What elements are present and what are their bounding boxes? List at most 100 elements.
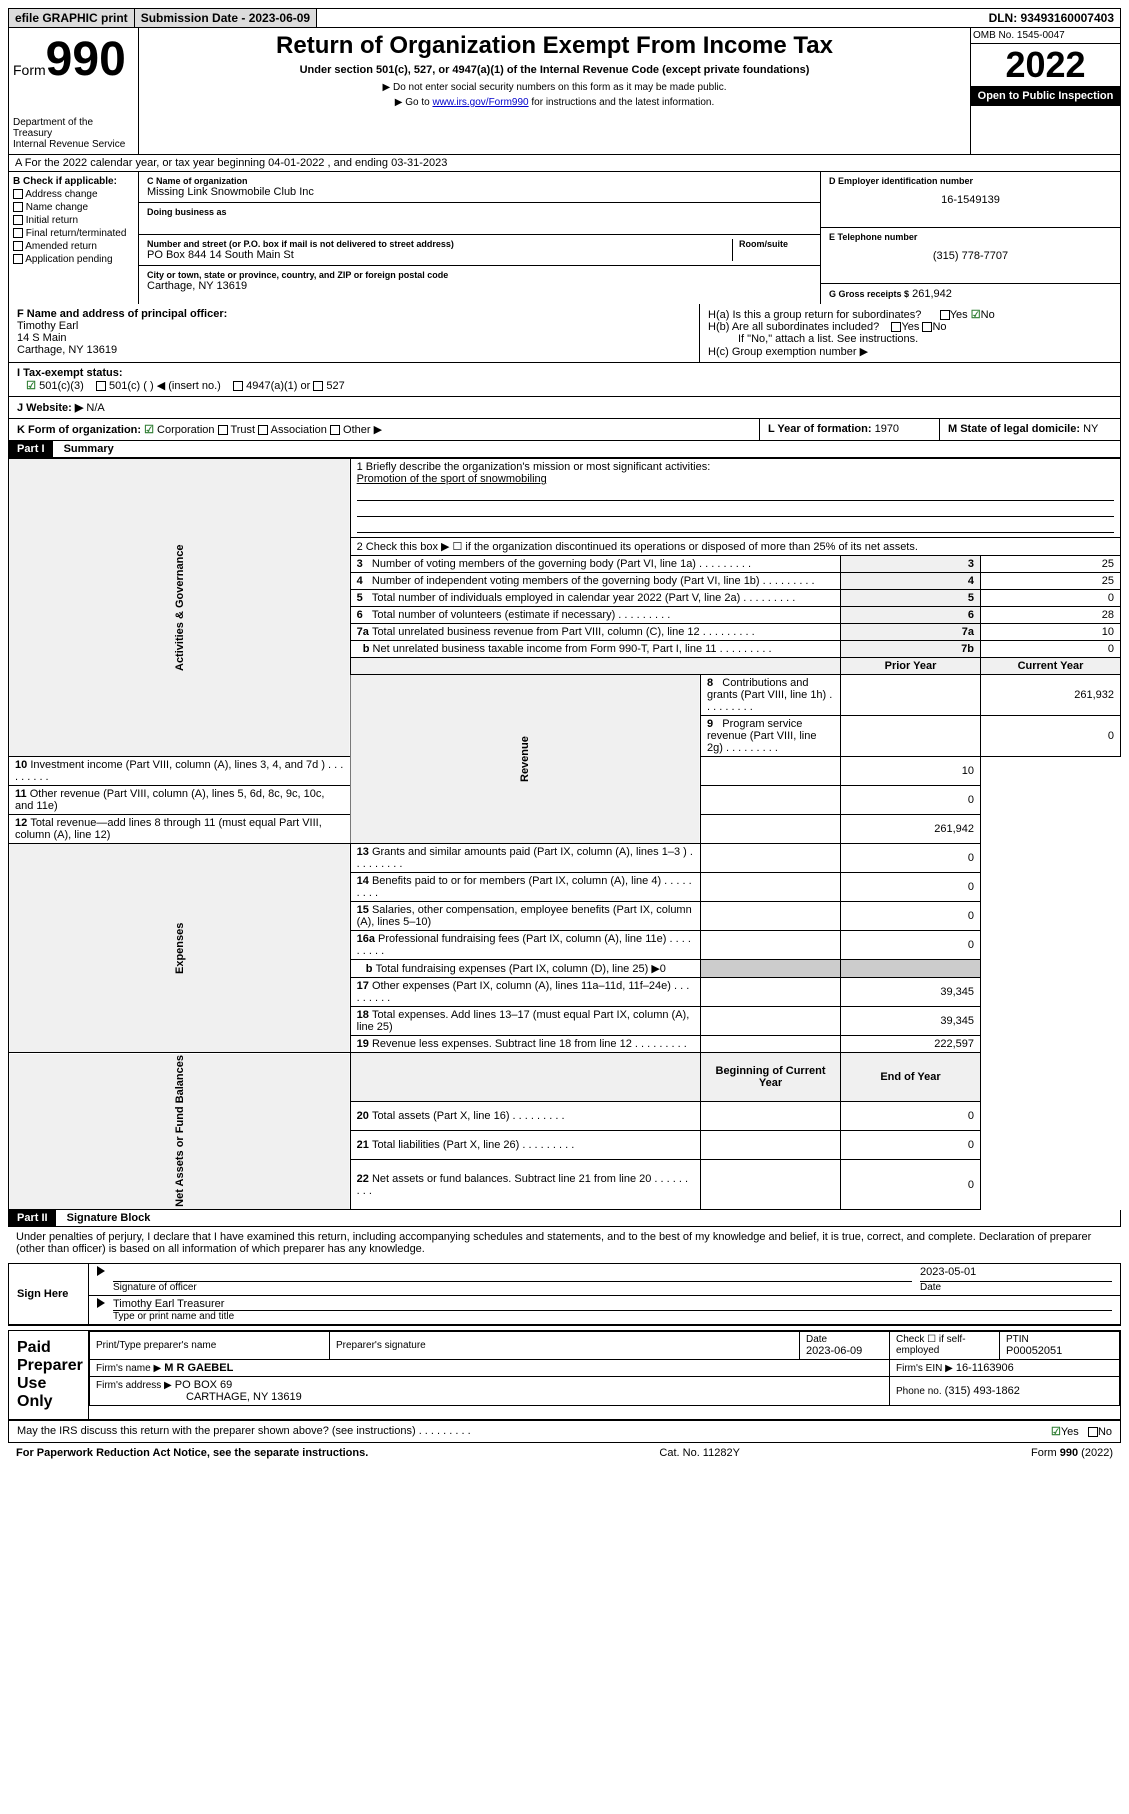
opt-527-check[interactable] bbox=[313, 381, 323, 391]
opt-501c: 501(c) ( ) ◀ (insert no.) bbox=[109, 380, 221, 392]
firm-addr1: PO BOX 69 bbox=[175, 1379, 232, 1391]
line8-current: 261,932 bbox=[981, 675, 1121, 716]
address: PO Box 844 14 South Main St bbox=[147, 249, 732, 261]
self-employed-check[interactable]: Check ☐ if self-employed bbox=[890, 1331, 1000, 1359]
dept-treasury: Department of the Treasury bbox=[13, 117, 134, 139]
note-goto-post: for instructions and the latest informat… bbox=[529, 97, 715, 108]
line15-current: 0 bbox=[841, 902, 981, 931]
tab-net-assets: Net Assets or Fund Balances bbox=[9, 1053, 351, 1210]
line3-text: Number of voting members of the governin… bbox=[372, 558, 751, 570]
part2-header: Part II bbox=[9, 1210, 56, 1226]
telephone: (315) 778-7707 bbox=[829, 250, 1112, 262]
sign-here-label: Sign Here bbox=[9, 1264, 89, 1324]
line7a-value: 10 bbox=[981, 624, 1121, 641]
sig-date-label: Date bbox=[920, 1282, 1112, 1293]
form-number: 990 bbox=[46, 33, 126, 86]
opt-501c-check[interactable] bbox=[96, 381, 106, 391]
paid-preparer-label: Paid Preparer Use Only bbox=[9, 1331, 89, 1419]
prep-name-label: Print/Type preparer's name bbox=[96, 1340, 323, 1351]
part2-title: Signature Block bbox=[67, 1212, 151, 1224]
sig-officer-label: Signature of officer bbox=[113, 1282, 912, 1293]
opt-4947-check[interactable] bbox=[233, 381, 243, 391]
q1-label: 1 Briefly describe the organization's mi… bbox=[357, 461, 1114, 473]
year-formation: 1970 bbox=[875, 423, 899, 435]
org-name: Missing Link Snowmobile Club Inc bbox=[147, 186, 812, 198]
ha-yes[interactable] bbox=[940, 310, 950, 320]
firm-phone: (315) 493-1862 bbox=[945, 1385, 1020, 1397]
row-a-tax-year: A For the 2022 calendar year, or tax yea… bbox=[8, 154, 1121, 172]
opt-trust-check[interactable] bbox=[218, 425, 228, 435]
line9-current: 0 bbox=[981, 716, 1121, 757]
form-title: Return of Organization Exempt From Incom… bbox=[143, 32, 966, 60]
check-final-return[interactable] bbox=[13, 228, 23, 238]
firm-name: M R GAEBEL bbox=[164, 1362, 233, 1374]
top-bar: efile GRAPHIC print Submission Date - 20… bbox=[8, 8, 1121, 28]
firm-addr2: CARTHAGE, NY 13619 bbox=[186, 1391, 302, 1403]
line17-current: 39,345 bbox=[841, 978, 981, 1007]
officer-addr1: 14 S Main bbox=[17, 332, 691, 344]
line18-current: 39,345 bbox=[841, 1007, 981, 1036]
city-label: City or town, state or province, country… bbox=[147, 270, 812, 280]
line12-current: 261,942 bbox=[841, 815, 981, 844]
col-end: End of Year bbox=[841, 1053, 981, 1102]
discuss-question: May the IRS discuss this return with the… bbox=[17, 1425, 1051, 1438]
check-name-change[interactable] bbox=[13, 202, 23, 212]
ptin: P00052051 bbox=[1006, 1345, 1113, 1357]
note-goto-pre: ▶ Go to bbox=[395, 97, 433, 108]
opt-other: Other ▶ bbox=[343, 424, 382, 436]
footer-left: For Paperwork Reduction Act Notice, see … bbox=[16, 1447, 368, 1459]
line14-current: 0 bbox=[841, 873, 981, 902]
ha-label: H(a) Is this a group return for subordin… bbox=[708, 309, 921, 321]
opt-assoc-check[interactable] bbox=[258, 425, 268, 435]
ein-label: D Employer identification number bbox=[829, 176, 1112, 186]
check-amended-return[interactable] bbox=[13, 241, 23, 251]
city: Carthage, NY 13619 bbox=[147, 280, 812, 292]
hb-note: If "No," attach a list. See instructions… bbox=[738, 333, 1112, 345]
sig-date: 2023-05-01 bbox=[920, 1266, 1112, 1282]
line6-value: 28 bbox=[981, 607, 1121, 624]
line16a-current: 0 bbox=[841, 931, 981, 960]
prep-date: 2023-06-09 bbox=[806, 1345, 883, 1357]
opt-trust: Trust bbox=[230, 424, 255, 436]
officer-name: Timothy Earl bbox=[17, 320, 691, 332]
sig-name: Timothy Earl Treasurer bbox=[113, 1298, 1112, 1311]
hb-yes[interactable] bbox=[891, 322, 901, 332]
form-subtitle: Under section 501(c), 527, or 4947(a)(1)… bbox=[143, 64, 966, 76]
discuss-no-check[interactable] bbox=[1088, 1427, 1098, 1437]
col-current: Current Year bbox=[981, 658, 1121, 675]
check-initial-return[interactable] bbox=[13, 215, 23, 225]
part1-title: Summary bbox=[64, 443, 114, 455]
opt-527: 527 bbox=[326, 380, 344, 392]
opt-other-check[interactable] bbox=[330, 425, 340, 435]
website-label: J Website: ▶ bbox=[17, 402, 83, 414]
tab-revenue: Revenue bbox=[350, 675, 700, 844]
sign-here-block: Sign Here Signature of officer 2023-05-0… bbox=[8, 1263, 1121, 1326]
col-prior: Prior Year bbox=[841, 658, 981, 675]
irs-label: Internal Revenue Service bbox=[13, 139, 134, 150]
open-public-badge: Open to Public Inspection bbox=[971, 86, 1120, 106]
hb-no[interactable] bbox=[922, 322, 932, 332]
caret-icon bbox=[97, 1266, 105, 1276]
tax-exempt-label: I Tax-exempt status: bbox=[17, 367, 123, 379]
line4-value: 25 bbox=[981, 573, 1121, 590]
dba-label: Doing business as bbox=[147, 207, 812, 217]
telephone-label: E Telephone number bbox=[829, 232, 1112, 242]
discuss-yes: Yes bbox=[1061, 1426, 1079, 1438]
efile-print-button[interactable]: efile GRAPHIC print bbox=[9, 9, 135, 27]
check-address-change[interactable] bbox=[13, 189, 23, 199]
state-domicile: NY bbox=[1083, 423, 1098, 435]
ha-no: No bbox=[981, 309, 995, 321]
note-ssn: ▶ Do not enter social security numbers o… bbox=[143, 82, 966, 93]
line19-current: 222,597 bbox=[841, 1036, 981, 1053]
irs-link[interactable]: www.irs.gov/Form990 bbox=[432, 97, 528, 108]
state-domicile-label: M State of legal domicile: bbox=[948, 423, 1080, 435]
check-application-pending[interactable] bbox=[13, 254, 23, 264]
line21-end: 0 bbox=[841, 1131, 981, 1160]
prep-sig-label: Preparer's signature bbox=[336, 1340, 793, 1351]
address-label: Number and street (or P.O. box if mail i… bbox=[147, 239, 732, 249]
gross-receipts: 261,942 bbox=[912, 288, 952, 300]
paid-preparer-block: Paid Preparer Use Only Print/Type prepar… bbox=[8, 1330, 1121, 1421]
hc-label: H(c) Group exemption number ▶ bbox=[708, 345, 1112, 358]
declaration: Under penalties of perjury, I declare th… bbox=[8, 1227, 1121, 1259]
tab-expenses: Expenses bbox=[9, 844, 351, 1053]
